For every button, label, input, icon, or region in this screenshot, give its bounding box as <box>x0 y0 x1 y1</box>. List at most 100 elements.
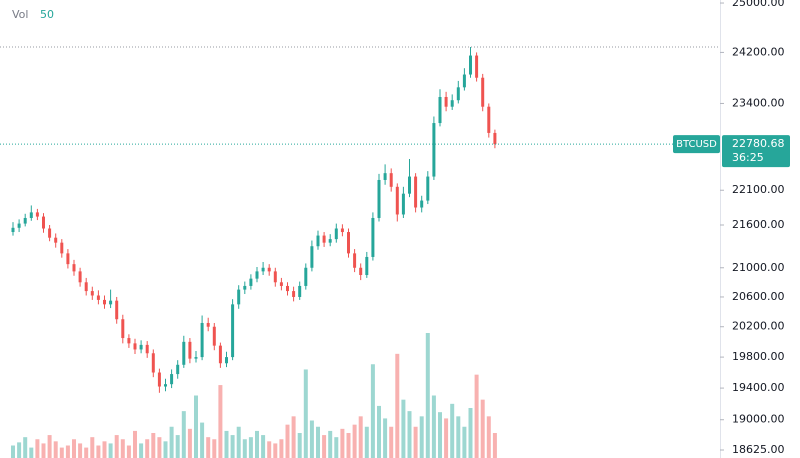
candle-body <box>60 242 64 254</box>
candle-body <box>273 271 277 283</box>
candle-body <box>481 77 485 107</box>
volume-bar <box>370 364 375 458</box>
volume-bar <box>377 405 381 458</box>
candle-body <box>261 267 265 272</box>
volume-bar <box>285 424 290 458</box>
candle-body <box>298 285 302 297</box>
candle-body <box>328 239 332 243</box>
candle-body <box>469 55 472 75</box>
volume-bar <box>316 426 320 458</box>
candle-body <box>304 267 308 286</box>
candle-body <box>334 228 338 240</box>
candle-body <box>151 353 155 373</box>
volume-bar <box>53 441 58 458</box>
volume-bar <box>303 369 308 458</box>
volume-bar <box>218 385 223 458</box>
volume-bar <box>114 435 119 458</box>
volume-bar <box>328 430 333 458</box>
candle-body <box>487 106 491 133</box>
volume-bar <box>108 443 113 458</box>
candle-body <box>450 100 454 107</box>
candle-body <box>78 271 82 283</box>
y-tick-label: 22100.00 <box>732 183 785 196</box>
volume-bar <box>450 403 455 458</box>
volume-bar <box>395 353 400 458</box>
candle-body <box>127 338 131 344</box>
candle-body <box>456 87 460 101</box>
volume-bar <box>126 445 131 458</box>
candle-body <box>206 322 210 327</box>
volume-bar <box>248 437 253 458</box>
volume-bar <box>224 430 229 458</box>
volume-bar <box>102 441 107 458</box>
candle-body <box>316 235 320 247</box>
candle-body <box>48 228 52 238</box>
volume-bar <box>212 439 217 458</box>
volume-bar <box>267 441 272 458</box>
candle-body <box>292 291 296 297</box>
volume-bar <box>139 443 144 458</box>
y-tick-label: 19000.00 <box>732 413 785 426</box>
candle-body <box>164 384 167 387</box>
candle-body <box>377 179 381 218</box>
y-tick-label: 23400.00 <box>732 96 785 109</box>
plot-area <box>11 47 497 458</box>
candle-body <box>133 343 137 350</box>
candle-body <box>176 364 180 375</box>
candle-body <box>212 326 216 346</box>
candle-body <box>383 173 387 180</box>
candle-body <box>243 285 247 290</box>
volume-bar <box>456 416 461 458</box>
volume-bar <box>41 443 46 458</box>
volume-bar <box>11 445 15 458</box>
volume-bar <box>65 445 70 458</box>
candle-body <box>23 217 27 224</box>
candle-body <box>322 235 326 243</box>
candle-body <box>310 246 314 268</box>
volume-bar <box>35 439 40 458</box>
volume-bar <box>78 443 83 458</box>
candle-body <box>72 264 76 272</box>
last-price-label: 22780.68 <box>732 137 785 150</box>
volume-bar <box>273 443 278 458</box>
volume-bar <box>47 435 52 458</box>
candle-body <box>218 345 222 364</box>
volume-bar <box>169 426 174 458</box>
volume-bar <box>181 411 186 458</box>
candle-body <box>194 357 198 359</box>
candle-body <box>225 357 228 364</box>
candle-body <box>426 176 430 201</box>
candle-body <box>29 212 33 218</box>
volume-bar <box>84 447 89 458</box>
candle-body <box>182 341 186 365</box>
candle-body <box>286 285 289 292</box>
candle-body <box>139 344 143 350</box>
volume-bar <box>340 428 345 458</box>
candle-body <box>96 295 100 300</box>
volume-bar <box>492 433 497 458</box>
candle-body <box>109 300 113 305</box>
volume-bar <box>413 426 418 458</box>
y-tick-label: 21600.00 <box>732 218 785 231</box>
volume-bar <box>358 416 363 458</box>
volume-bar <box>236 426 241 458</box>
candle-body <box>359 267 363 276</box>
volume-bar <box>59 447 64 458</box>
y-tick-label: 20600.00 <box>732 290 785 303</box>
volume-bar <box>474 374 479 458</box>
volume-bar <box>90 437 95 458</box>
volume-bar <box>194 395 198 458</box>
volume-bar <box>242 439 247 458</box>
candle-body <box>371 217 375 257</box>
volume-bar <box>431 395 436 458</box>
candle-body <box>103 299 106 305</box>
volume-bar <box>96 445 101 458</box>
volume-bar <box>133 430 137 458</box>
volume-bar <box>322 435 327 458</box>
candle-body <box>42 216 45 229</box>
volume-bar <box>151 433 156 458</box>
y-tick-label: 20200.00 <box>732 320 785 333</box>
candle-body <box>395 186 399 215</box>
volume-bar <box>309 420 314 458</box>
